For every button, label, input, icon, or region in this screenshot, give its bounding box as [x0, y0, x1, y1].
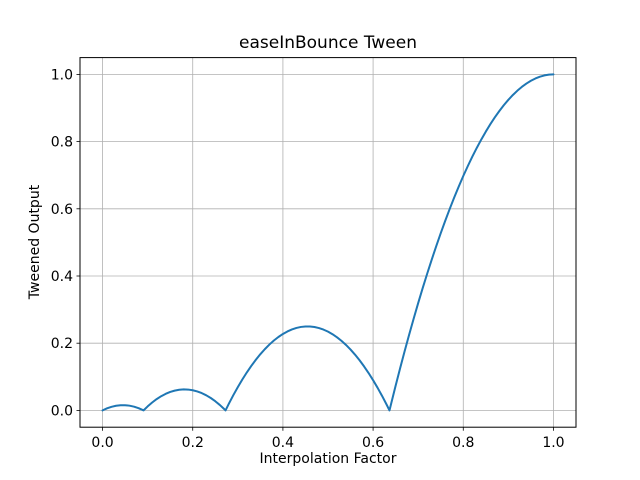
y-tick-label: 0.8: [51, 135, 73, 151]
y-tick-label: 1.0: [51, 67, 73, 83]
y-tick-label: 0.6: [51, 202, 73, 218]
x-tick-label: 0.8: [452, 435, 474, 451]
x-tick-label: 1.0: [542, 435, 564, 451]
data-line-easeInBounce: [101, 73, 555, 412]
y-axis-label: Tweened Output: [27, 184, 43, 300]
chart-title: easeInBounce Tween: [239, 33, 417, 53]
y-tick-label: 0.0: [51, 403, 73, 419]
x-tick-label: 0.0: [91, 435, 113, 451]
axes-frame: [79, 57, 577, 428]
y-tick-label: 0.2: [51, 336, 73, 352]
x-tick-label: 0.4: [272, 435, 294, 451]
x-axis-label: Interpolation Factor: [259, 451, 397, 467]
axes-background: [80, 57, 576, 428]
x-tick-label: 0.6: [362, 435, 384, 451]
x-tick-label: 0.2: [182, 435, 204, 451]
y-tick-label: 0.4: [51, 269, 73, 285]
